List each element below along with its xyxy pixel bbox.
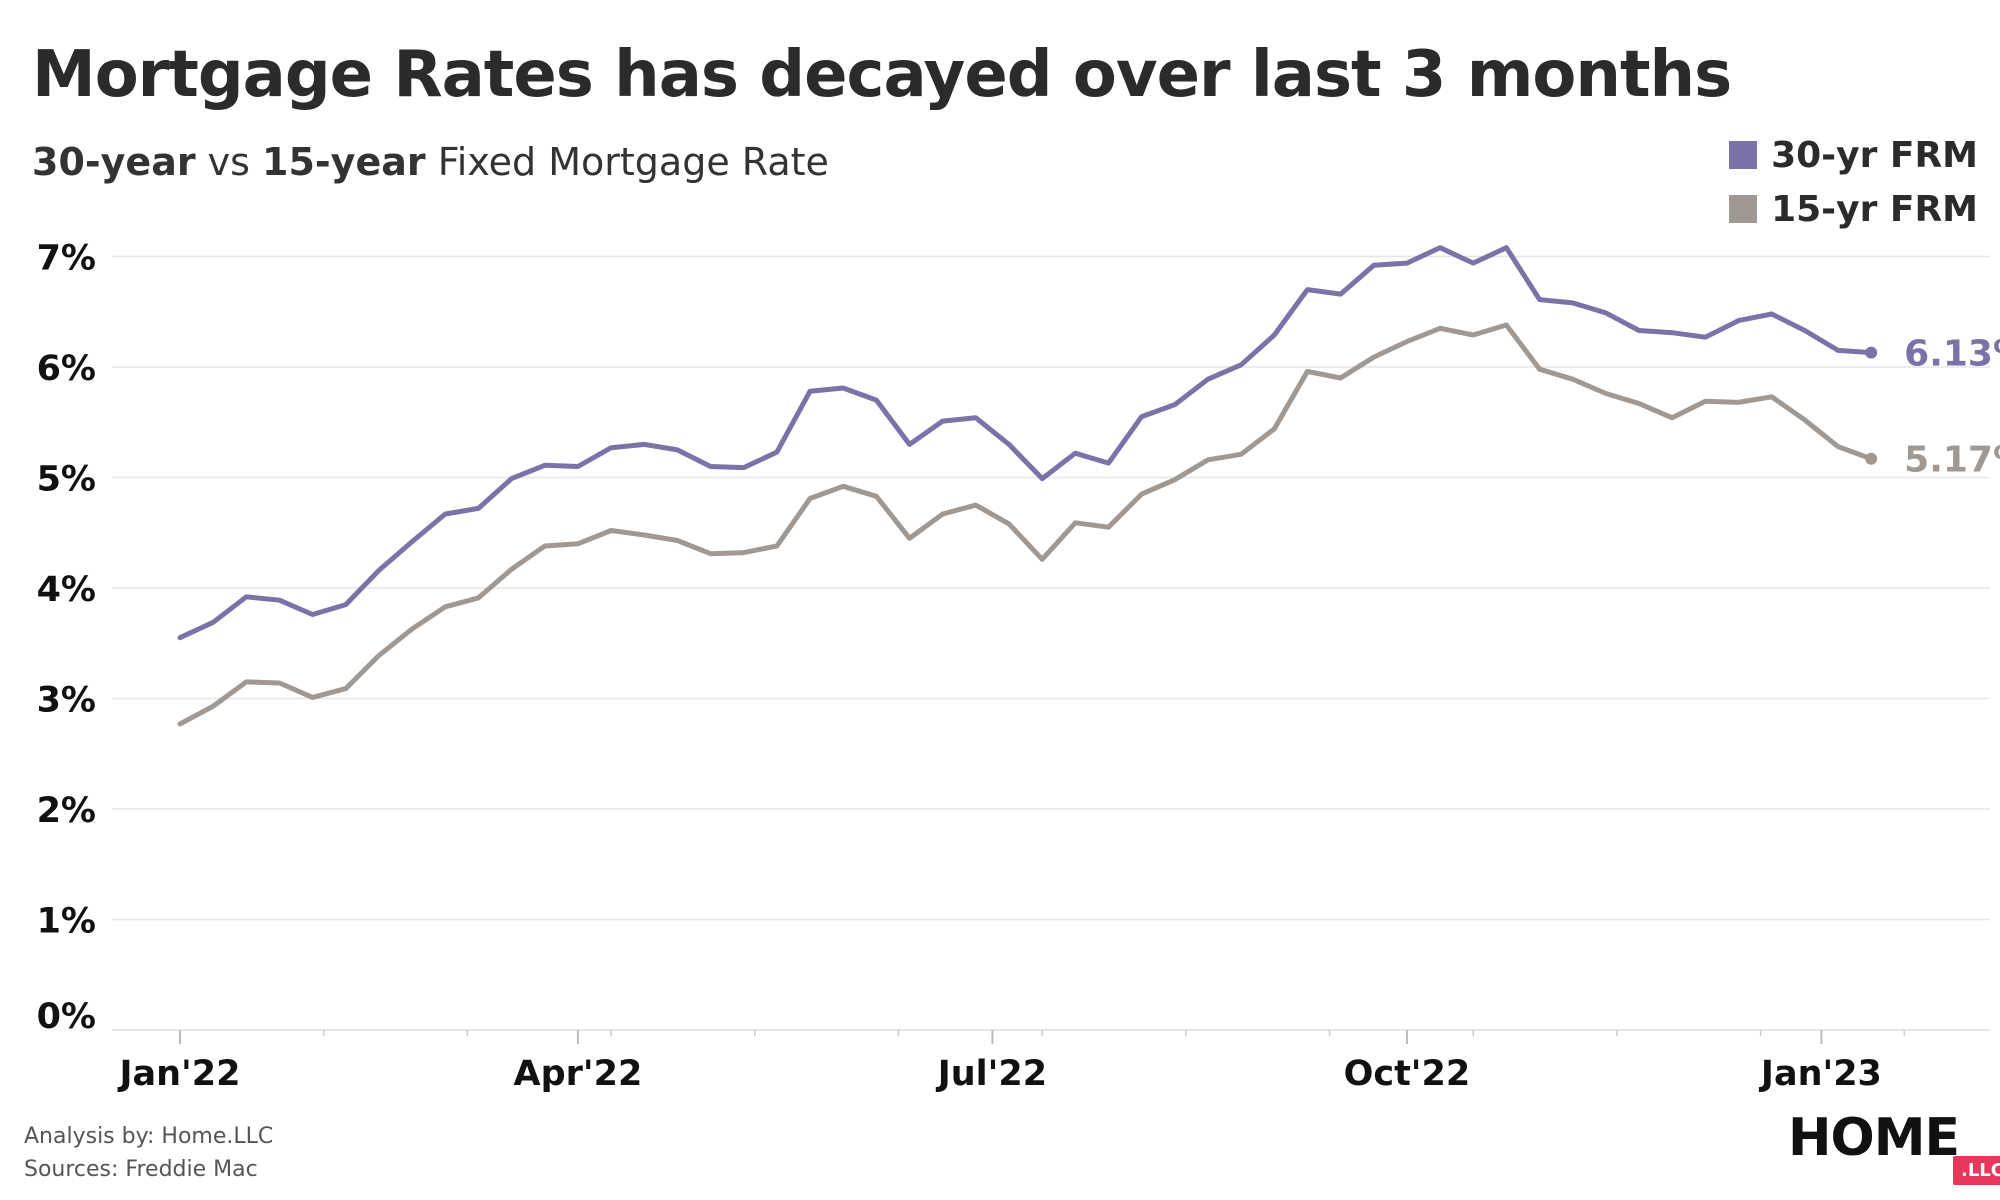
legend-item-15yr: 15-yr FRM xyxy=(1729,182,1978,236)
subtitle-rest: Fixed Mortgage Rate xyxy=(425,140,829,184)
subtitle-bold-30-year: 30-year xyxy=(32,140,196,184)
chart-subtitle: 30-year vs 15-year Fixed Mortgage Rate xyxy=(32,140,829,184)
series-line-30yr xyxy=(177,245,1874,641)
x-tick-label-1: Apr'22 xyxy=(514,1054,643,1094)
subtitle-bold-15-year: 15-year xyxy=(262,140,426,184)
legend-item-30yr: 30-yr FRM xyxy=(1729,128,1978,182)
legend-label-15yr: 15-yr FRM xyxy=(1771,188,1978,230)
chart-title: Mortgage Rates has decayed over last 3 m… xyxy=(32,38,1732,112)
y-tick-label-5: 5% xyxy=(37,460,96,500)
x-tick-label-4: Jan'23 xyxy=(1759,1054,1882,1094)
y-tick-label-6: 6% xyxy=(37,349,96,389)
line-chart: 0% 1% 2% 3% 4% 5% 6% 7% Jan'22 Apr'22 Jul'22 Oct'22… xyxy=(37,239,2000,1095)
y-tick-label-7: 7% xyxy=(37,239,96,279)
legend-label-30yr: 30-yr FRM xyxy=(1771,134,1978,176)
subtitle-vs: vs xyxy=(195,140,263,184)
x-tick-label-0: Jan'22 xyxy=(118,1054,241,1094)
x-tick-label-2: Jul'22 xyxy=(936,1054,1047,1094)
series-line-15yr xyxy=(177,322,1874,727)
analysis-credit: Analysis by: Home.LLC xyxy=(24,1124,274,1149)
legend: 30-yr FRM 15-yr FRM xyxy=(1729,128,1978,236)
logo-wordmark: HOME xyxy=(1788,1108,1960,1168)
x-tick-label-3: Oct'22 xyxy=(1344,1054,1471,1094)
legend-swatch-30yr xyxy=(1729,141,1758,169)
y-tick-label-1: 1% xyxy=(37,902,96,942)
logo-badge: .LLC xyxy=(1953,1156,2000,1185)
y-tick-label-0: 0% xyxy=(37,997,96,1037)
series-end-label-15yr: 5.17% xyxy=(1904,440,2000,481)
y-tick-label-2: 2% xyxy=(37,791,96,831)
sources-credit: Sources: Freddie Mac xyxy=(24,1157,258,1182)
series-end-label-30yr: 6.13% xyxy=(1904,334,2000,375)
y-tick-label-4: 4% xyxy=(37,570,96,610)
home-llc-logo: HOME .LLC xyxy=(1788,1108,2000,1190)
footer: Analysis by: Home.LLC Sources: Freddie M… xyxy=(24,1120,273,1186)
series-end-point-30yr xyxy=(1865,346,1878,359)
series-end-point-15yr xyxy=(1865,452,1878,465)
y-tick-label-3: 3% xyxy=(37,681,96,721)
legend-swatch-15yr xyxy=(1729,195,1758,223)
